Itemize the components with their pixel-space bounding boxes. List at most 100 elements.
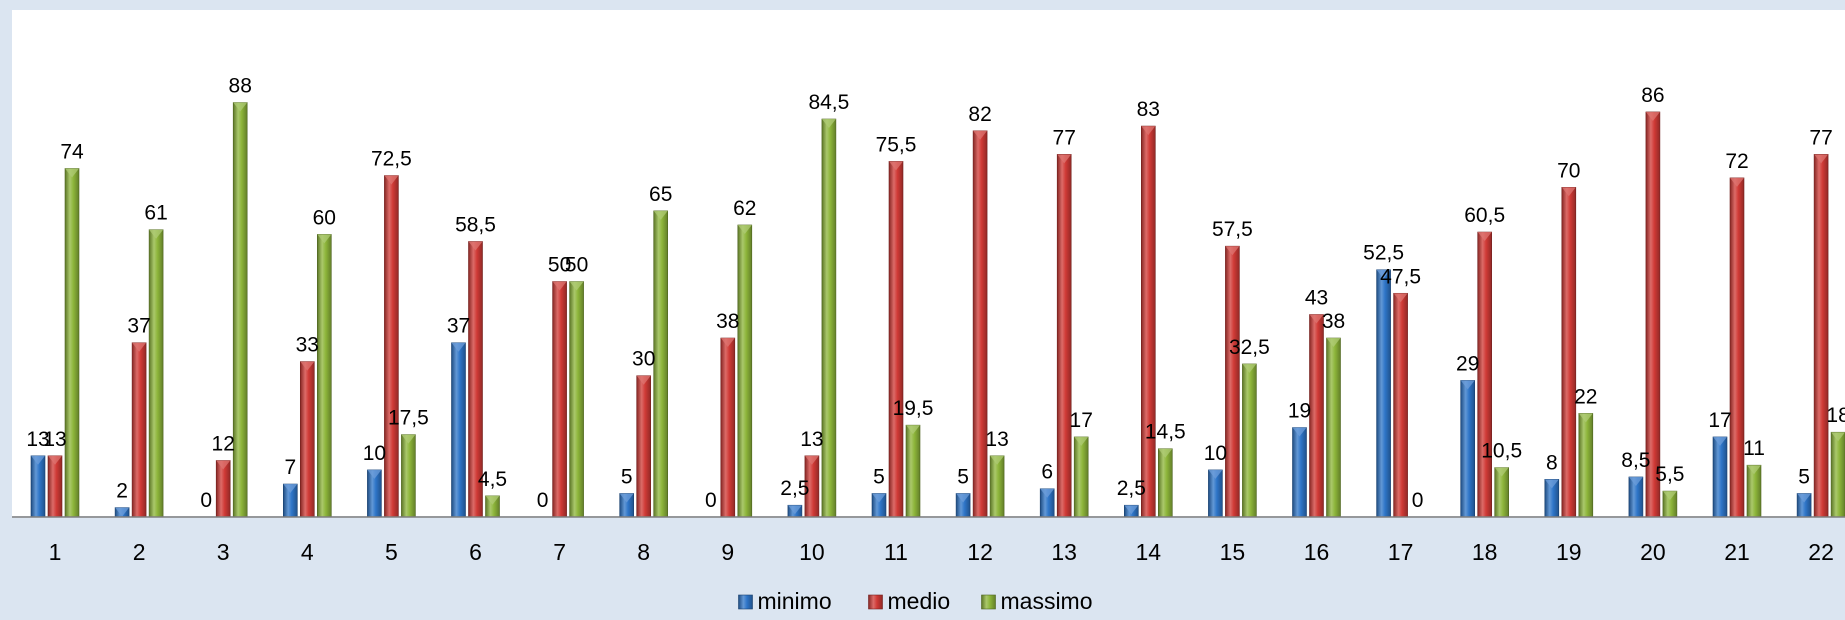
bar-massimo	[1746, 464, 1762, 518]
data-label-minimo: 17	[1708, 409, 1731, 432]
x-tick-label: 13	[1051, 539, 1077, 565]
bar-massimo	[737, 224, 753, 518]
data-label-massimo: 65	[649, 183, 672, 206]
bar-medio	[1393, 292, 1408, 518]
legend-swatch	[868, 594, 883, 610]
legend-swatch	[738, 594, 753, 610]
bar-massimo	[64, 168, 80, 518]
data-label-massimo: 22	[1574, 385, 1597, 408]
x-tick-label: 16	[1304, 539, 1330, 565]
bar-medio	[384, 175, 399, 518]
data-label-medio: 72,5	[371, 148, 412, 171]
data-label-medio: 60,5	[1464, 204, 1505, 227]
data-label-minimo: 10	[363, 442, 386, 465]
data-label-minimo: 52,5	[1363, 242, 1404, 265]
data-label-minimo: 7	[284, 456, 296, 479]
data-label-massimo: 10,5	[1481, 440, 1522, 463]
bar-massimo	[1073, 436, 1089, 518]
bar-medio	[468, 241, 483, 518]
bar-massimo	[905, 424, 921, 518]
bar-minimo	[114, 507, 130, 518]
bar-minimo	[1292, 427, 1307, 518]
x-tick-label: 7	[553, 539, 566, 565]
x-tick-label: 5	[385, 539, 398, 565]
data-label-minimo: 0	[537, 489, 549, 512]
data-label-minimo: 0	[200, 489, 212, 512]
data-label-medio: 38	[716, 310, 739, 333]
x-tick-label: 18	[1472, 539, 1498, 565]
data-label-minimo: 2,5	[1117, 477, 1146, 500]
value-labels-layer: 1313742376101288733601072,517,53758,54,5…	[26, 75, 1845, 512]
data-label-minimo: 2,5	[780, 477, 809, 500]
data-label-massimo: 18	[1826, 404, 1845, 427]
bar-medio	[1729, 177, 1745, 518]
bar-medio	[1813, 154, 1829, 518]
bar-minimo	[1208, 469, 1223, 518]
bar-minimo	[451, 342, 466, 518]
bar-medio	[720, 337, 736, 518]
data-label-massimo: 61	[144, 202, 167, 225]
data-label-medio: 77	[1053, 126, 1076, 149]
bar-massimo	[989, 455, 1005, 518]
bar-medio	[1056, 154, 1072, 518]
data-label-minimo: 5	[1798, 465, 1810, 488]
data-label-massimo: 38	[1322, 310, 1345, 333]
data-label-massimo: 17,5	[388, 407, 429, 430]
data-label-minimo: 8,5	[1621, 449, 1650, 472]
data-label-medio: 37	[127, 315, 150, 338]
data-label-minimo: 5	[621, 465, 633, 488]
data-label-minimo: 10	[1204, 442, 1227, 465]
data-label-medio: 30	[632, 348, 655, 371]
bar-medio	[1225, 245, 1240, 518]
data-label-medio: 13	[800, 428, 823, 451]
legend-label: medio	[888, 588, 951, 614]
data-label-medio: 72	[1725, 150, 1748, 173]
data-label-minimo: 0	[705, 489, 717, 512]
x-tick-label: 11	[884, 539, 908, 565]
data-label-medio: 33	[296, 334, 319, 357]
data-label-minimo: 37	[447, 315, 470, 338]
data-label-medio: 58,5	[455, 213, 496, 236]
bar-medio	[131, 342, 147, 518]
legend-swatch	[981, 594, 996, 610]
data-label-medio: 77	[1809, 126, 1832, 149]
x-tick-label: 21	[1724, 539, 1750, 565]
bar-massimo	[232, 102, 248, 518]
data-label-massimo: 88	[229, 75, 252, 98]
data-label-medio: 70	[1557, 159, 1580, 182]
x-tick-label: 10	[799, 539, 825, 565]
data-label-massimo: 13	[985, 428, 1008, 451]
data-label-massimo: 62	[733, 197, 756, 220]
x-tick-label: 8	[637, 539, 650, 565]
bar-minimo	[1124, 504, 1139, 518]
data-label-massimo: 84,5	[808, 91, 849, 114]
data-label-minimo: 6	[1041, 461, 1053, 484]
bar-medio	[972, 130, 988, 518]
data-label-massimo: 0	[1412, 489, 1424, 512]
bar-massimo	[485, 495, 500, 518]
data-label-massimo: 5,5	[1655, 463, 1684, 486]
data-label-medio: 83	[1137, 98, 1160, 121]
bar-medio	[1309, 314, 1324, 518]
data-label-massimo: 32,5	[1229, 336, 1270, 359]
data-label-medio: 50	[548, 254, 571, 277]
bar-minimo	[1460, 380, 1475, 518]
bar-minimo	[1712, 436, 1728, 518]
data-label-minimo: 19	[1288, 400, 1311, 423]
bar-massimo	[401, 434, 416, 518]
bar-minimo	[30, 455, 46, 518]
x-tick-label: 17	[1388, 539, 1414, 565]
bar-massimo	[316, 234, 332, 518]
bar-minimo	[1544, 479, 1560, 518]
x-tick-label: 19	[1556, 539, 1582, 565]
data-label-medio: 82	[968, 103, 991, 126]
data-label-massimo: 17	[1070, 409, 1093, 432]
legend-item-minimo: minimo	[738, 588, 832, 614]
x-tick-label: 3	[217, 539, 230, 565]
data-label-medio: 57,5	[1212, 218, 1253, 241]
bar-massimo	[1326, 337, 1341, 518]
data-label-medio: 75,5	[876, 133, 917, 156]
legend: minimo medio massimo	[738, 588, 1093, 614]
legend-label: minimo	[758, 588, 832, 614]
